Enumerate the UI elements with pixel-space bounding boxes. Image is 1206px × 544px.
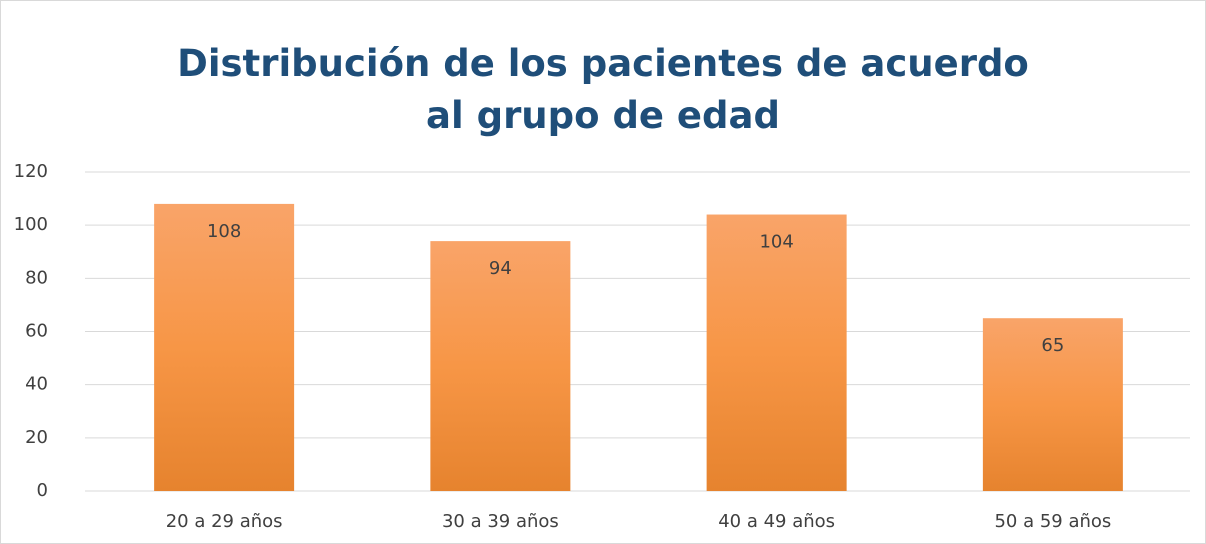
y-tick-label: 80 [25,267,48,288]
y-tick-label: 0 [37,480,48,501]
x-tick-label: 40 a 49 años [718,511,835,532]
data-label: 104 [759,232,793,253]
y-tick-label: 120 [14,161,48,182]
bar [706,214,847,492]
bar [430,241,571,491]
x-tick-label: 50 a 59 años [994,511,1111,532]
bar [982,318,1123,491]
data-label: 108 [207,221,241,242]
data-label: 65 [1041,335,1064,356]
y-tick-label: 60 [25,321,48,342]
data-label: 94 [489,258,512,279]
x-tick-label: 20 a 29 años [166,511,283,532]
y-tick-label: 20 [25,427,48,448]
bar [154,203,295,491]
y-tick-label: 40 [25,374,48,395]
y-tick-label: 100 [14,214,48,235]
chart-title: Distribución de los pacientes de acuerdo… [177,42,1029,137]
x-tick-label: 30 a 39 años [442,511,559,532]
